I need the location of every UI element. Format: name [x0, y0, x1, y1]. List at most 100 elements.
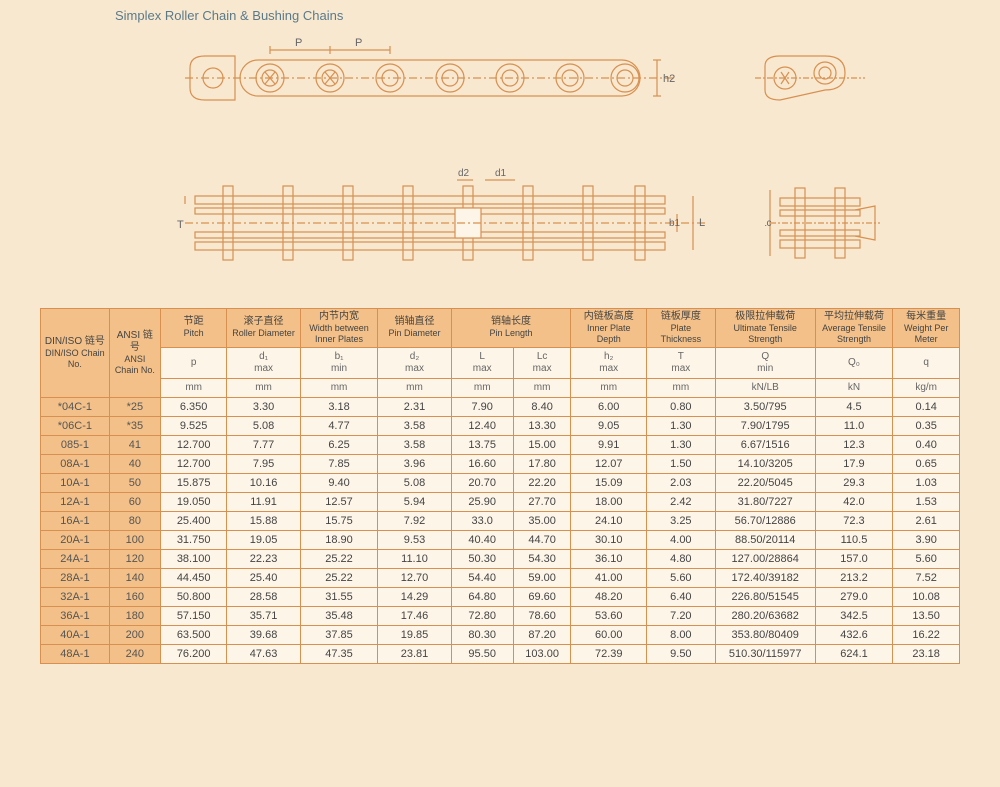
table-cell: 41.00: [571, 568, 646, 587]
table-cell: 42.0: [815, 492, 893, 511]
table-cell: 17.80: [513, 454, 571, 473]
table-cell: 37.85: [300, 625, 378, 644]
svg-text:P: P: [355, 38, 362, 49]
table-cell: 0.80: [646, 397, 715, 416]
chain-top-view: d2 d1 T b1 L: [175, 168, 725, 298]
table-cell: 1.50: [646, 454, 715, 473]
unit-header: mm: [378, 378, 451, 397]
table-cell: 12.57: [300, 492, 378, 511]
table-cell: 11.0: [815, 416, 893, 435]
table-cell: 0.65: [893, 454, 960, 473]
table-cell: 7.77: [227, 435, 300, 454]
unit-header: kN: [815, 378, 893, 397]
table-cell: 15.88: [227, 511, 300, 530]
table-cell: 0.40: [893, 435, 960, 454]
sub-header: h₂ max: [571, 347, 646, 378]
table-cell: 18.00: [571, 492, 646, 511]
table-cell: 7.20: [646, 606, 715, 625]
table-cell: 7.95: [227, 454, 300, 473]
table-cell: 3.25: [646, 511, 715, 530]
table-cell: 95.50: [451, 644, 513, 663]
table-cell: 32A-1: [41, 587, 110, 606]
table-cell: *06C-1: [41, 416, 110, 435]
table-cell: 44.70: [513, 530, 571, 549]
table-cell: 12.3: [815, 435, 893, 454]
table-cell: 17.9: [815, 454, 893, 473]
col-plate-thickness: 链板厚度Plate Thickness: [646, 309, 715, 348]
table-row: *06C-1*359.5255.084.773.5812.4013.309.05…: [41, 416, 960, 435]
table-cell: 280.20/63682: [715, 606, 815, 625]
svg-text:Lc: Lc: [765, 218, 772, 229]
table-cell: 44.450: [160, 568, 227, 587]
table-cell: 87.20: [513, 625, 571, 644]
table-cell: 80: [109, 511, 160, 530]
table-cell: 9.40: [300, 473, 378, 492]
table-cell: 12.07: [571, 454, 646, 473]
table-cell: 08A-1: [41, 454, 110, 473]
table-cell: 6.350: [160, 397, 227, 416]
svg-text:h2: h2: [663, 73, 675, 85]
table-cell: *04C-1: [41, 397, 110, 416]
table-cell: 19.85: [378, 625, 451, 644]
table-cell: 2.42: [646, 492, 715, 511]
table-cell: 085-1: [41, 435, 110, 454]
table-row: 08A-14012.7007.957.853.9616.6017.8012.07…: [41, 454, 960, 473]
table-cell: 48.20: [571, 587, 646, 606]
table-cell: 11.91: [227, 492, 300, 511]
table-cell: 76.200: [160, 644, 227, 663]
col-pin-length: 销轴长度Pin Length: [451, 309, 571, 348]
table-cell: 7.92: [378, 511, 451, 530]
table-cell: 0.14: [893, 397, 960, 416]
sub-header: Q₀: [815, 347, 893, 378]
table-cell: 22.20: [513, 473, 571, 492]
table-cell: 100: [109, 530, 160, 549]
table-cell: 35.71: [227, 606, 300, 625]
table-cell: 36.10: [571, 549, 646, 568]
svg-text:T: T: [177, 219, 184, 231]
table-cell: 23.18: [893, 644, 960, 663]
table-cell: 72.39: [571, 644, 646, 663]
table-cell: 1.30: [646, 435, 715, 454]
table-cell: 7.85: [300, 454, 378, 473]
table-cell: 63.500: [160, 625, 227, 644]
table-cell: 1.53: [893, 492, 960, 511]
unit-header: kN/LB: [715, 378, 815, 397]
table-cell: 10A-1: [41, 473, 110, 492]
table-cell: 18.90: [300, 530, 378, 549]
col-average: 平均拉伸载荷Average Tensile Strength: [815, 309, 893, 348]
table-cell: 10.08: [893, 587, 960, 606]
table-cell: 22.23: [227, 549, 300, 568]
table-cell: 88.50/20114: [715, 530, 815, 549]
col-diniso: DIN/ISO 链号DIN/ISO Chain No.: [41, 309, 110, 398]
col-plate-depth: 内链板高度Inner Plate Depth: [571, 309, 646, 348]
table-cell: 24.10: [571, 511, 646, 530]
table-cell: 69.60: [513, 587, 571, 606]
table-cell: 9.525: [160, 416, 227, 435]
technical-diagrams: P P h2: [0, 23, 1000, 308]
table-cell: 624.1: [815, 644, 893, 663]
col-weight: 每米重量Weight Per Meter: [893, 309, 960, 348]
spec-table: DIN/ISO 链号DIN/ISO Chain No. ANSI 链号ANSI …: [40, 308, 960, 664]
table-cell: 103.00: [513, 644, 571, 663]
table-cell: 10.16: [227, 473, 300, 492]
table-cell: 6.00: [571, 397, 646, 416]
table-cell: 11.10: [378, 549, 451, 568]
table-cell: 24A-1: [41, 549, 110, 568]
table-cell: 5.60: [893, 549, 960, 568]
table-cell: 3.50/795: [715, 397, 815, 416]
table-cell: 31.80/7227: [715, 492, 815, 511]
col-pin-dia: 销轴直径Pin Diameter: [378, 309, 451, 348]
table-cell: 9.53: [378, 530, 451, 549]
table-cell: 54.30: [513, 549, 571, 568]
table-cell: 78.60: [513, 606, 571, 625]
table-cell: 56.70/12886: [715, 511, 815, 530]
table-cell: 25.22: [300, 549, 378, 568]
table-row: 28A-114044.45025.4025.2212.7054.4059.004…: [41, 568, 960, 587]
table-row: 20A-110031.75019.0518.909.5340.4044.7030…: [41, 530, 960, 549]
table-cell: 50.30: [451, 549, 513, 568]
table-cell: 6.25: [300, 435, 378, 454]
table-cell: 14.10/3205: [715, 454, 815, 473]
table-cell: 140: [109, 568, 160, 587]
sub-header: d₁ max: [227, 347, 300, 378]
table-cell: 12.40: [451, 416, 513, 435]
